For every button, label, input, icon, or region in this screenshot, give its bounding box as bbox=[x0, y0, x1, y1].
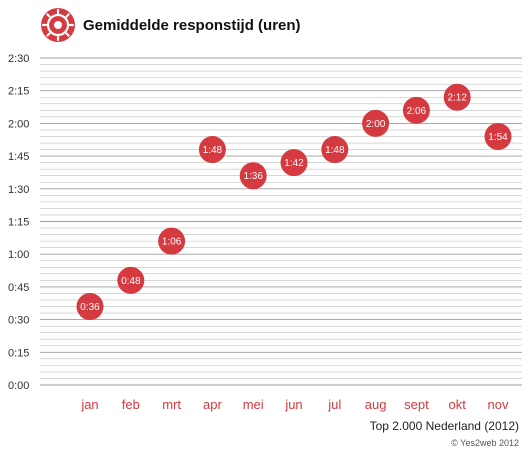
y-tick-label: 2:15 bbox=[8, 86, 29, 98]
data-label: 1:36 bbox=[243, 171, 263, 182]
data-point: 0:36 bbox=[76, 293, 104, 321]
data-label: 2:00 bbox=[366, 119, 386, 130]
x-tick-label: nov bbox=[488, 397, 509, 412]
chart-title: Gemiddelde responstijd (uren) bbox=[83, 17, 301, 34]
data-point-marker bbox=[198, 136, 226, 164]
data-label: 1:48 bbox=[325, 145, 345, 156]
data-point: 1:36 bbox=[239, 162, 267, 190]
data-point-marker bbox=[402, 96, 430, 124]
y-tick-label: 1:30 bbox=[8, 184, 29, 196]
data-point: 2:12 bbox=[443, 83, 471, 111]
y-tick-label: 1:15 bbox=[8, 217, 29, 229]
data-point: 1:42 bbox=[280, 149, 308, 177]
data-point: 2:00 bbox=[362, 109, 390, 137]
x-tick-label: feb bbox=[122, 397, 140, 412]
data-point: 1:48 bbox=[321, 136, 349, 164]
data-point-marker bbox=[280, 149, 308, 177]
data-label: 0:36 bbox=[80, 302, 100, 313]
y-tick-label: 2:00 bbox=[8, 118, 29, 130]
x-tick-label: jun bbox=[284, 397, 302, 412]
x-tick-label: aug bbox=[365, 397, 387, 412]
x-tick-label: jul bbox=[327, 397, 341, 412]
y-tick-label: 0:45 bbox=[8, 282, 29, 294]
data-point-marker bbox=[76, 293, 104, 321]
y-tick-label: 1:45 bbox=[8, 151, 29, 163]
y-tick-label: 0:00 bbox=[8, 380, 29, 392]
chart-subtitle: Top 2.000 Nederland (2012) bbox=[370, 419, 519, 433]
data-point-marker bbox=[484, 122, 512, 150]
x-tick-label: mrt bbox=[162, 397, 181, 412]
data-point-marker bbox=[239, 162, 267, 190]
data-point: 2:06 bbox=[402, 96, 430, 124]
data-label: 2:06 bbox=[407, 106, 427, 117]
y-tick-label: 1:00 bbox=[8, 249, 29, 261]
x-tick-label: jan bbox=[80, 397, 98, 412]
x-tick-label: okt bbox=[449, 397, 467, 412]
data-label: 1:06 bbox=[162, 237, 182, 248]
data-point-marker bbox=[321, 136, 349, 164]
y-tick-label: 0:15 bbox=[8, 347, 29, 359]
data-label: 1:42 bbox=[284, 158, 304, 169]
data-point-marker bbox=[443, 83, 471, 111]
dial-icon bbox=[41, 8, 75, 42]
data-label: 2:12 bbox=[447, 93, 467, 104]
x-tick-label: sept bbox=[404, 397, 429, 412]
y-tick-label: 2:30 bbox=[8, 53, 29, 65]
data-point: 1:06 bbox=[158, 227, 186, 255]
data-point-marker bbox=[362, 109, 390, 137]
data-point: 1:54 bbox=[484, 122, 512, 150]
chart-credit: © Yes2web 2012 bbox=[451, 438, 519, 448]
x-tick-label: mei bbox=[243, 397, 264, 412]
data-point: 0:48 bbox=[117, 266, 145, 294]
x-tick-label: apr bbox=[203, 397, 222, 412]
data-point-marker bbox=[117, 266, 145, 294]
y-tick-label: 0:30 bbox=[8, 315, 29, 327]
data-label: 0:48 bbox=[121, 276, 141, 287]
data-label: 1:54 bbox=[488, 132, 508, 143]
data-label: 1:48 bbox=[203, 145, 223, 156]
data-point: 1:48 bbox=[198, 136, 226, 164]
data-point-marker bbox=[158, 227, 186, 255]
